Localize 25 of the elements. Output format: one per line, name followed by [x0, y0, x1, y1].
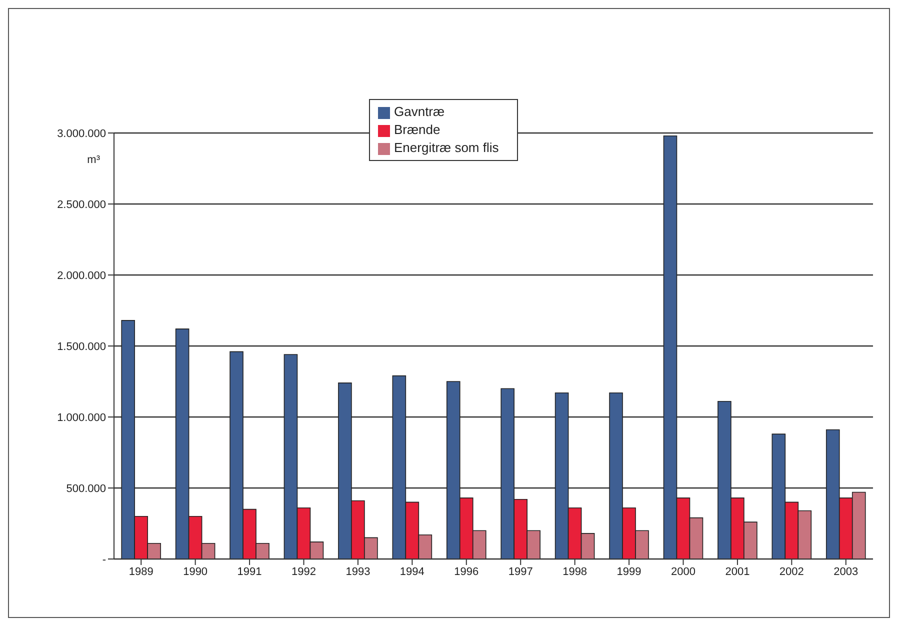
- x-tick-label: 1994: [400, 566, 424, 578]
- x-tick-label: 1990: [183, 566, 208, 578]
- x-tick-label: 1989: [128, 566, 154, 578]
- x-tick-label: 1993: [346, 566, 370, 578]
- x-tick-label: 1997: [508, 566, 533, 578]
- x-tick-label: 2001: [725, 566, 750, 578]
- legend-label: Brænde: [394, 122, 440, 137]
- x-tick-label: 1992: [292, 566, 316, 578]
- x-tick-label: 1999: [616, 566, 642, 578]
- x-tick-label: 1998: [562, 566, 588, 578]
- x-tick-label: 1996: [454, 566, 479, 578]
- y-tick-label: 2.500.000: [57, 198, 106, 211]
- y-tick-label: -: [102, 554, 106, 566]
- x-tick-label: 1991: [237, 566, 262, 578]
- y-tick-label: 1.500.000: [57, 340, 106, 353]
- y-axis-title: m³: [87, 154, 100, 166]
- x-tick-label: 2002: [779, 566, 804, 578]
- y-tick-label: 3.000.000: [57, 128, 106, 140]
- legend-label: Gavntræ: [394, 104, 445, 119]
- y-tick-label: 2.000.000: [57, 270, 106, 282]
- x-tick-label: 2003: [834, 566, 858, 578]
- x-tick-label: 2000: [671, 566, 696, 578]
- y-tick-label: 1.000.000: [57, 412, 106, 424]
- y-tick-label: 500.000: [66, 482, 106, 495]
- legend-label: Energitræ som flis: [394, 140, 499, 155]
